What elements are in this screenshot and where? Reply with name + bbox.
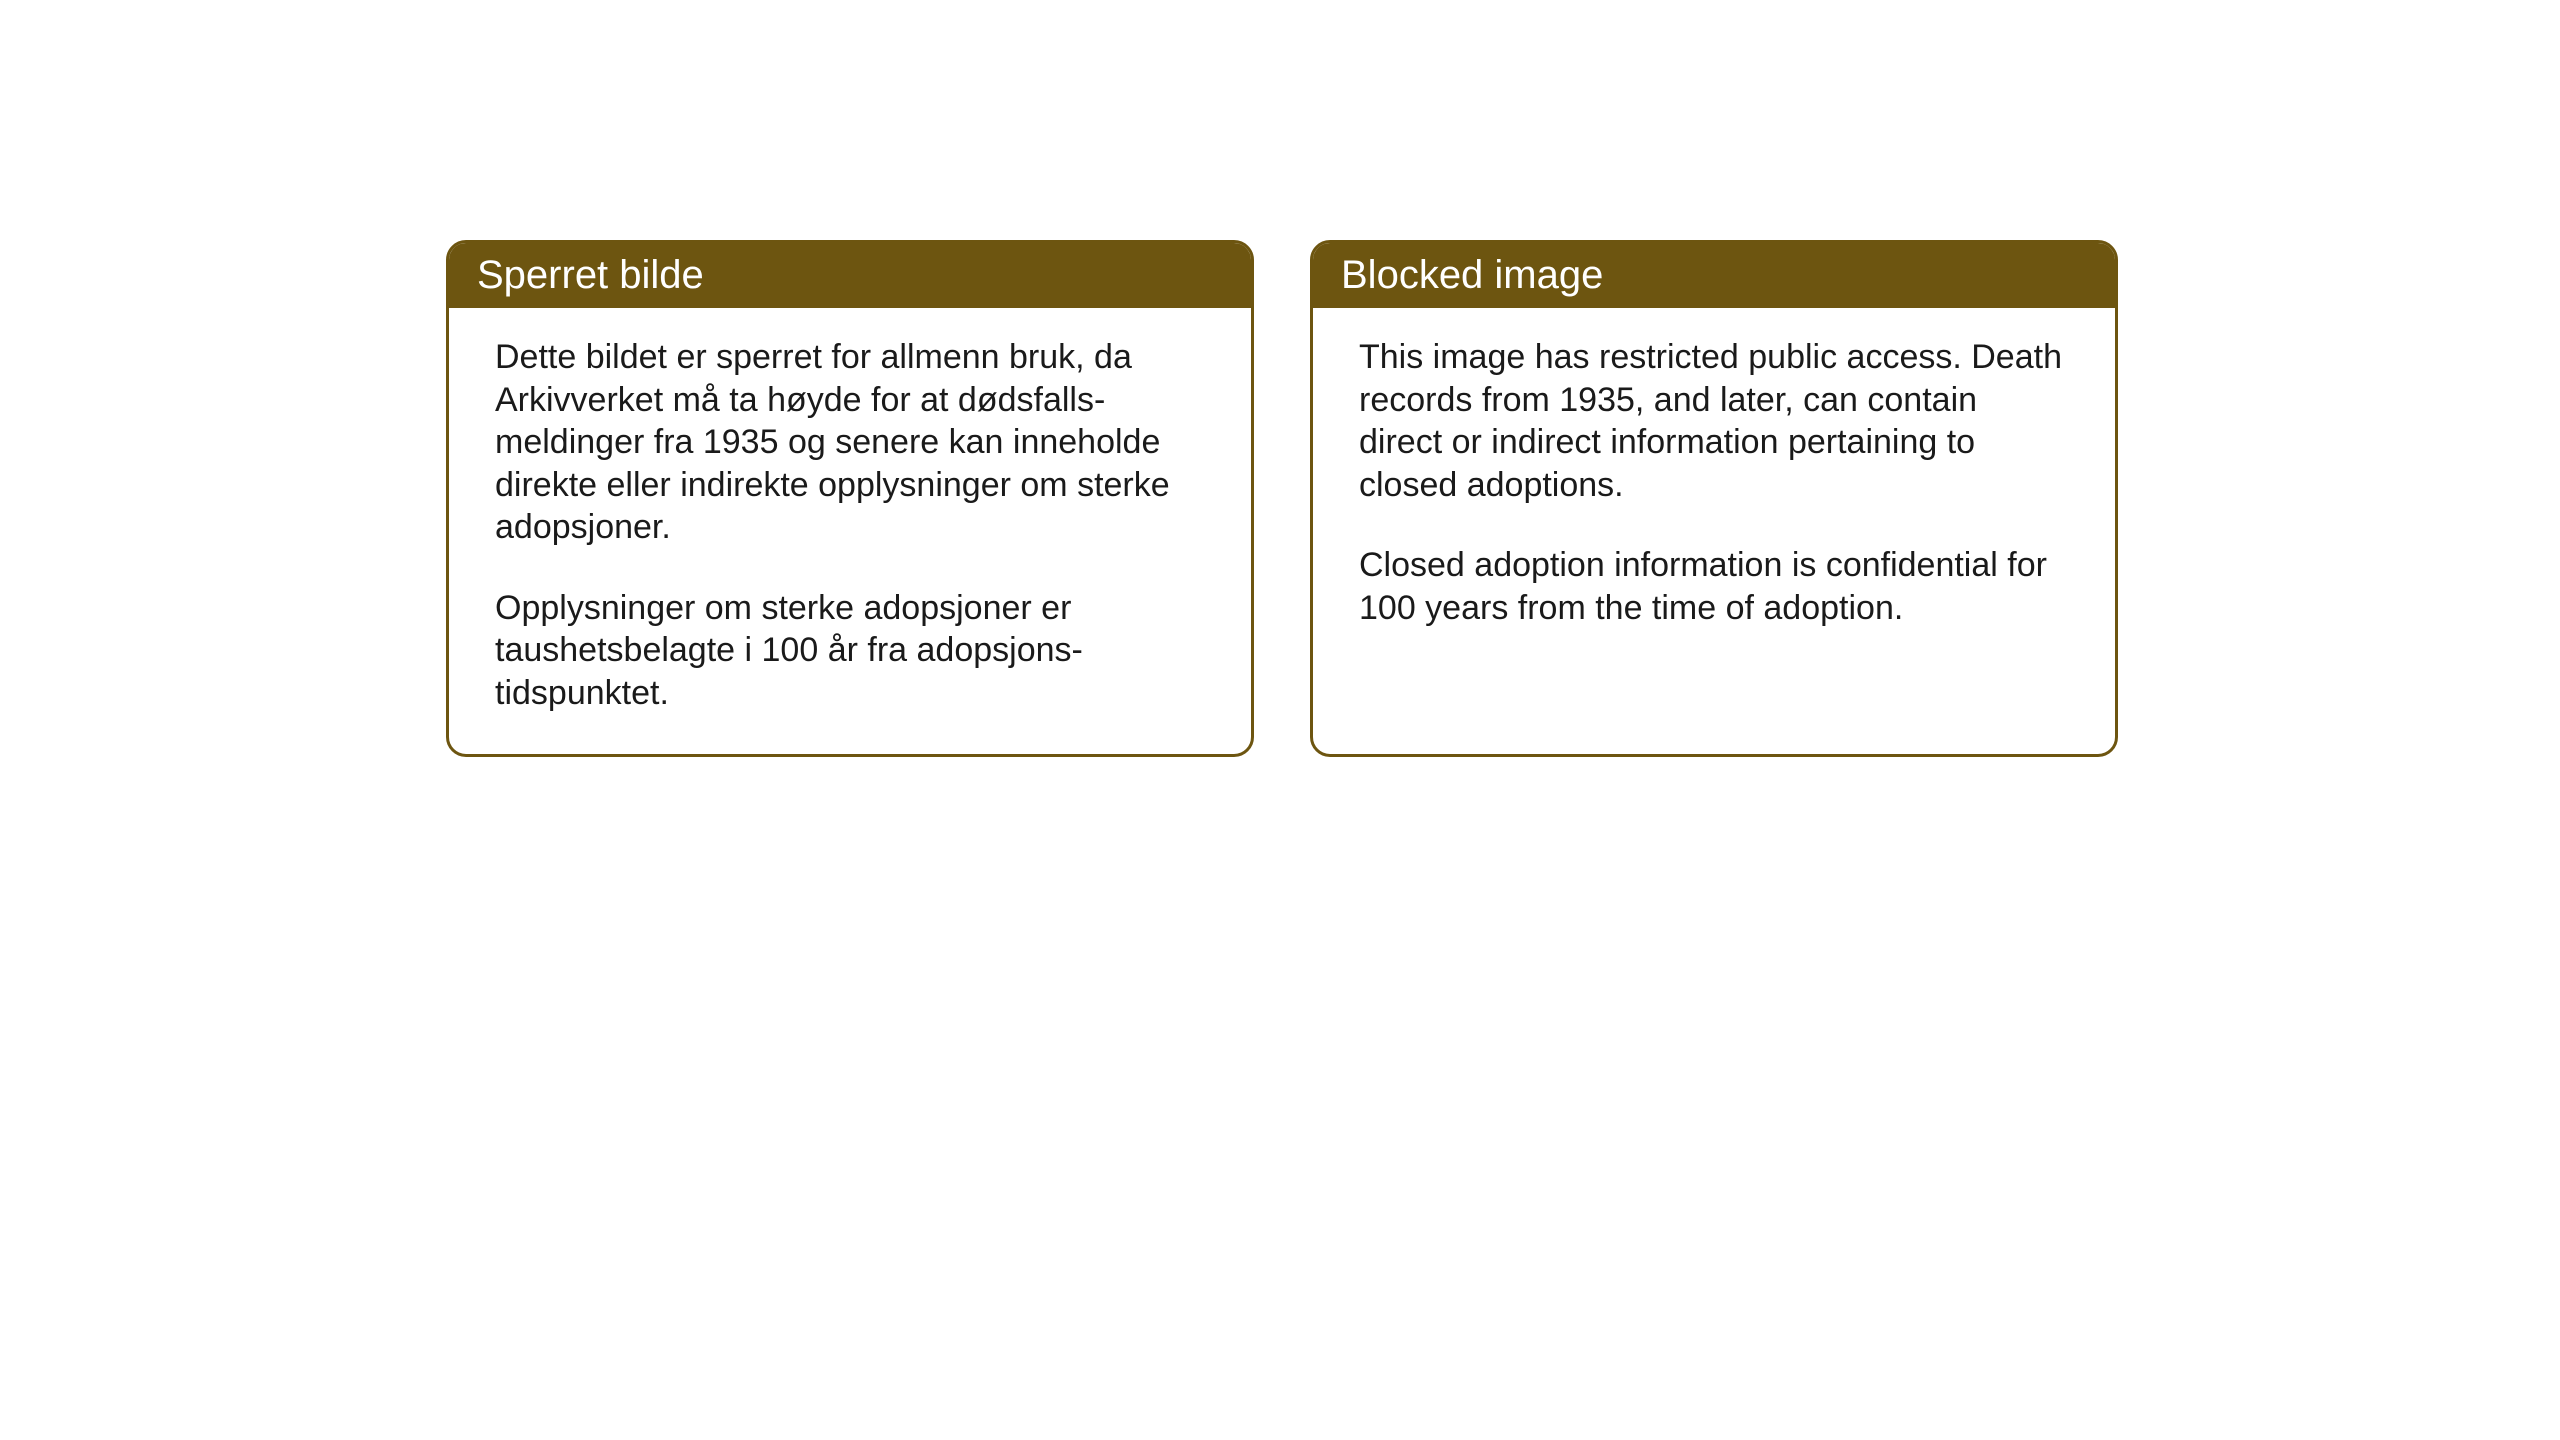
notice-header-norwegian: Sperret bilde <box>449 243 1251 308</box>
notice-paragraph-1-english: This image has restricted public access.… <box>1359 336 2069 506</box>
notice-card-norwegian: Sperret bilde Dette bildet er sperret fo… <box>446 240 1254 757</box>
notice-card-english: Blocked image This image has restricted … <box>1310 240 2118 757</box>
notice-body-norwegian: Dette bildet er sperret for allmenn bruk… <box>449 308 1251 754</box>
notice-title-norwegian: Sperret bilde <box>477 253 704 297</box>
notice-container: Sperret bilde Dette bildet er sperret fo… <box>446 240 2118 757</box>
notice-paragraph-2-english: Closed adoption information is confident… <box>1359 544 2069 629</box>
notice-paragraph-2-norwegian: Opplysninger om sterke adopsjoner er tau… <box>495 587 1205 715</box>
notice-header-english: Blocked image <box>1313 243 2115 308</box>
notice-paragraph-1-norwegian: Dette bildet er sperret for allmenn bruk… <box>495 336 1205 549</box>
notice-title-english: Blocked image <box>1341 253 1603 297</box>
notice-body-english: This image has restricted public access.… <box>1313 308 2115 718</box>
